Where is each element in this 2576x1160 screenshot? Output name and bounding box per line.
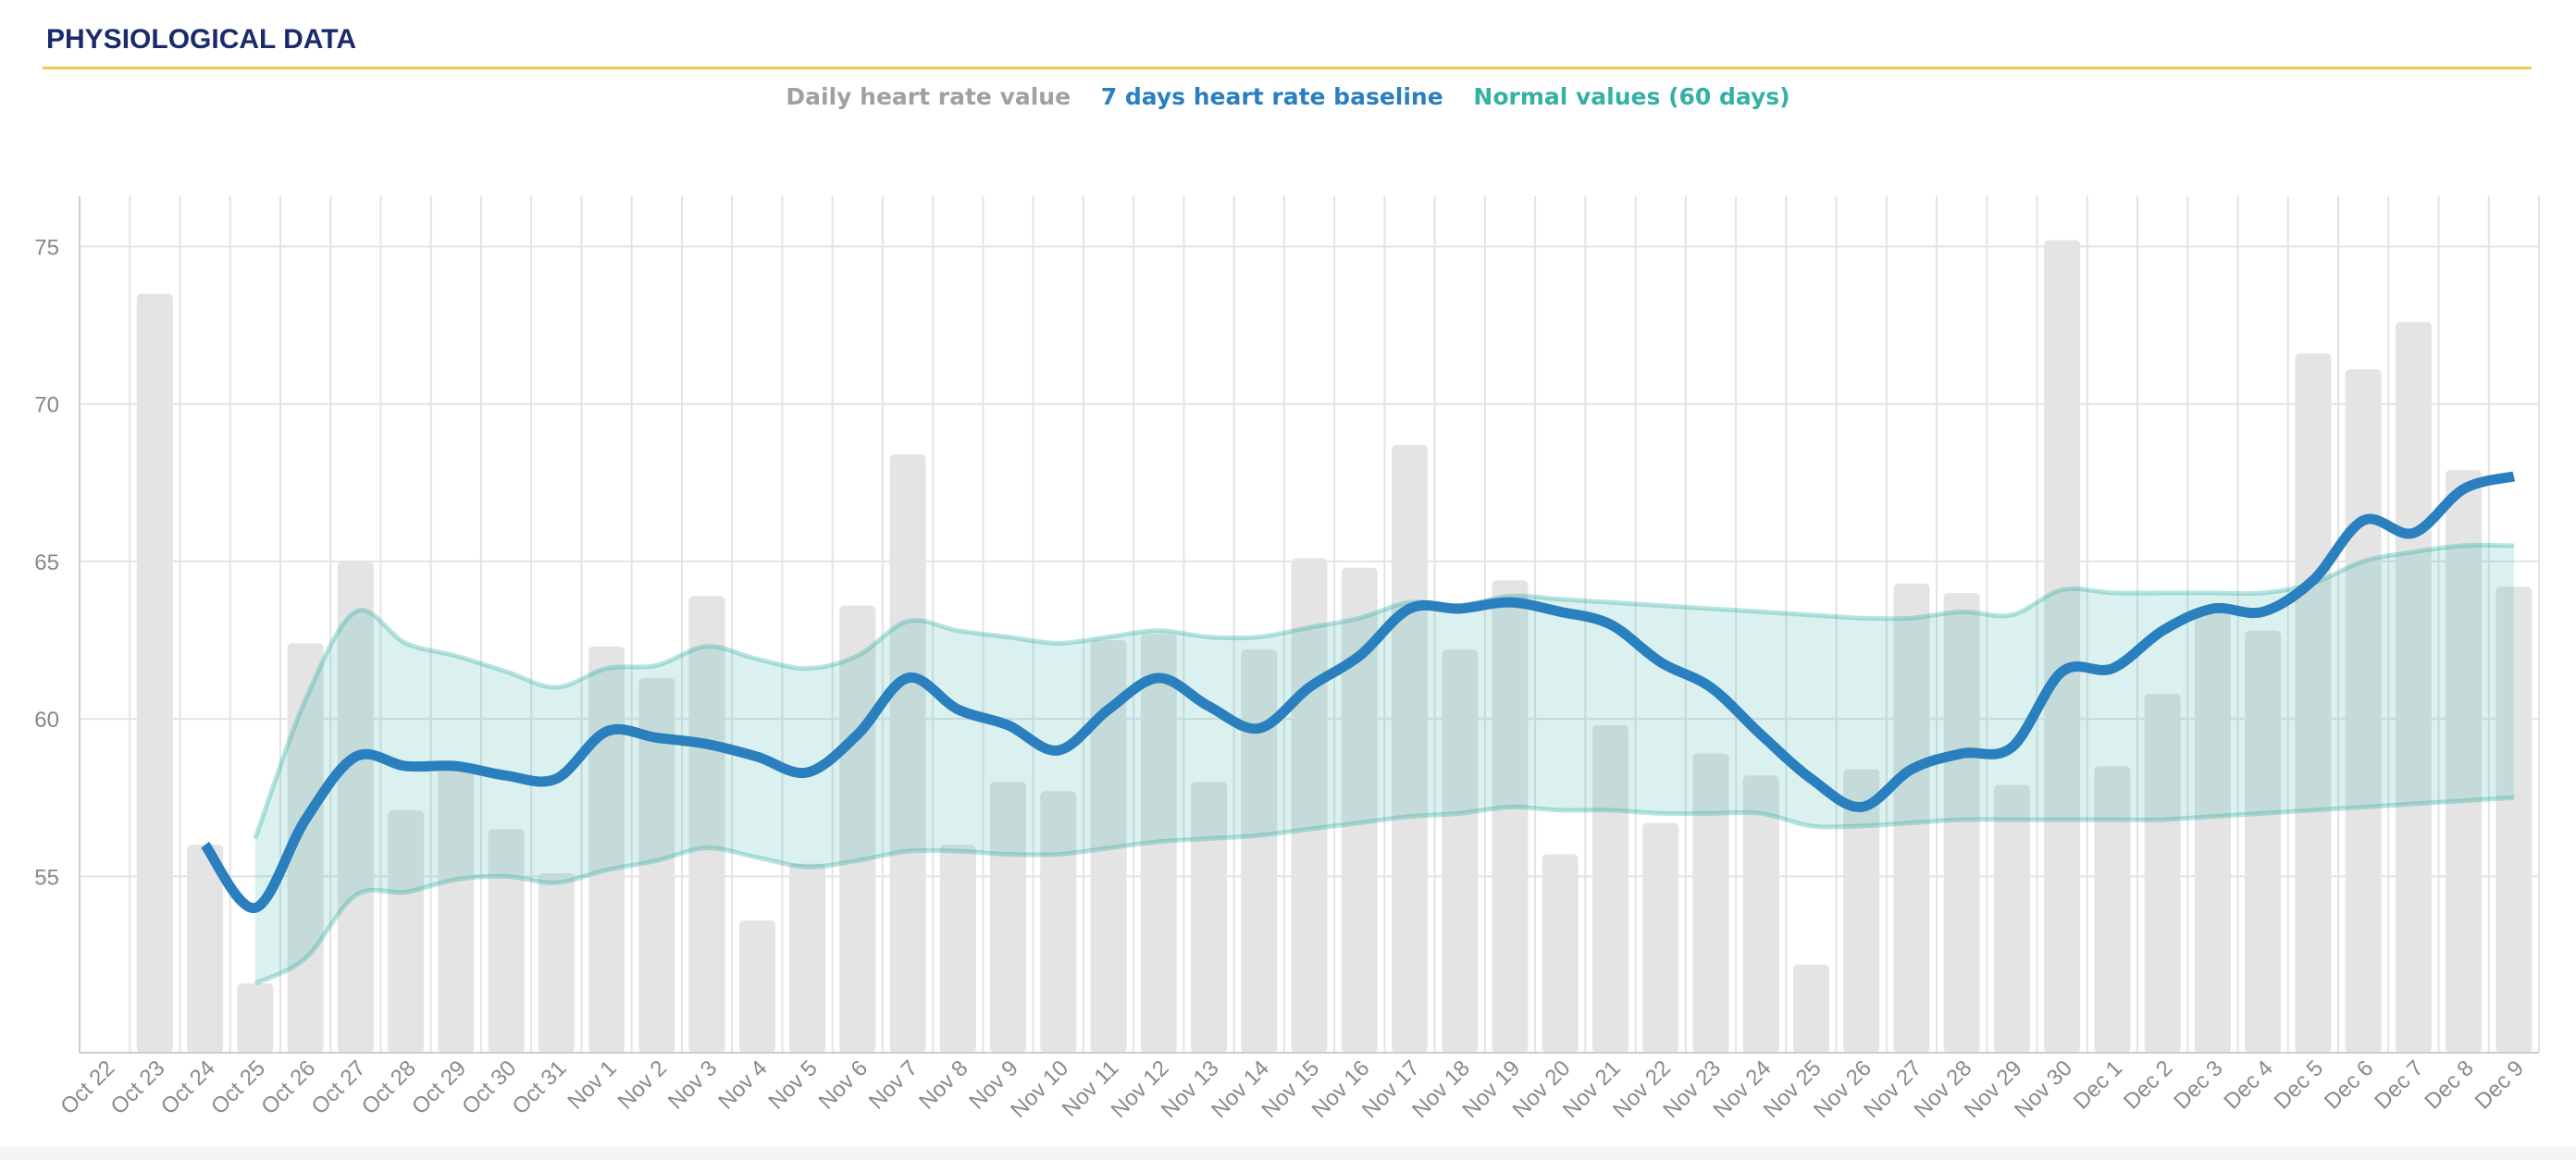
x-tick-label: Oct 25 [206, 1055, 270, 1119]
y-tick-label: 75 [34, 235, 59, 260]
bar [1391, 444, 1429, 1054]
y-tick-label: 70 [34, 393, 59, 418]
bar [237, 983, 274, 1053]
bar [2295, 353, 2332, 1053]
bar [789, 863, 826, 1053]
x-tick-label: Dec 2 [2119, 1055, 2177, 1114]
bar [638, 677, 675, 1053]
bar [688, 596, 725, 1053]
bar [1692, 753, 1729, 1053]
page-title: PHYSIOLOGICAL DATA [46, 24, 357, 55]
normal-range-lower-line [254, 795, 2515, 986]
bar [438, 762, 475, 1053]
x-tick-label: Nov 5 [763, 1055, 822, 1114]
bar [1341, 567, 1378, 1053]
y-tick-label: 65 [34, 550, 59, 575]
bar [488, 829, 525, 1053]
bar [889, 454, 926, 1054]
bar [187, 845, 224, 1053]
bar [1893, 583, 1930, 1053]
bar [2345, 369, 2382, 1053]
x-tick-label: Dec 9 [2471, 1055, 2529, 1114]
x-tick-label: Dec 3 [2169, 1055, 2227, 1114]
y-tick-label: 60 [34, 708, 59, 733]
x-tick-label: Nov 4 [713, 1055, 772, 1114]
legend-item-daily[interactable]: Daily heart rate value [786, 83, 1071, 110]
legend-item-normal[interactable]: Normal values (60 days) [1473, 83, 1790, 110]
x-tick-label: Dec 8 [2420, 1055, 2478, 1114]
bar [990, 782, 1027, 1053]
bar [2194, 611, 2231, 1053]
bar [1792, 964, 1829, 1053]
x-tick-label: Oct 22 [56, 1055, 119, 1119]
bar [1190, 782, 1228, 1053]
bar [2395, 322, 2432, 1053]
bar [2094, 766, 2131, 1053]
x-tick-label: Nov 8 [914, 1055, 972, 1114]
x-tick-label: Dec 5 [2270, 1055, 2328, 1114]
bar [1442, 649, 1479, 1053]
baseline-line [201, 471, 2516, 913]
x-tick-label: Nov 30 [2010, 1055, 2077, 1123]
x-tick-label: Oct 27 [307, 1055, 371, 1119]
bar [2044, 240, 2081, 1054]
bottom-strip [0, 1147, 2576, 1160]
bar [1642, 822, 1679, 1053]
bar [1843, 769, 1880, 1053]
bar [1040, 791, 1077, 1053]
bar [1993, 784, 2030, 1053]
bar [939, 845, 976, 1053]
bar [337, 561, 374, 1053]
bar [1542, 854, 1579, 1053]
bar [287, 643, 324, 1053]
x-tick-label: Oct 24 [156, 1055, 220, 1119]
legend-item-baseline[interactable]: 7 days heart rate baseline [1100, 83, 1443, 110]
chart-legend: Daily heart rate value 7 days heart rate… [0, 83, 2576, 110]
bar [1591, 724, 1629, 1053]
bar [1140, 634, 1177, 1053]
bar [1742, 775, 1779, 1053]
section-header: PHYSIOLOGICAL DATA [43, 19, 2532, 69]
x-tick-label: Oct 23 [106, 1055, 170, 1119]
x-tick-label: Nov 2 [613, 1055, 672, 1114]
bar [1241, 649, 1278, 1053]
bar [538, 872, 575, 1053]
x-tick-label: Oct 30 [457, 1055, 521, 1119]
x-tick-label: Oct 26 [256, 1055, 320, 1119]
bar [136, 293, 173, 1054]
bar [738, 920, 775, 1053]
bar [1090, 640, 1127, 1053]
bar [588, 646, 625, 1053]
bar [1943, 592, 1980, 1053]
x-tick-label: Nov 10 [1006, 1055, 1073, 1123]
bar [2245, 630, 2282, 1053]
x-tick-label: Nov 7 [864, 1055, 923, 1114]
x-tick-label: Nov 3 [663, 1055, 722, 1114]
y-tick-label: 55 [34, 865, 59, 890]
x-tick-label: Oct 28 [357, 1055, 421, 1119]
x-tick-label: Dec 6 [2320, 1055, 2378, 1114]
x-tick-label: Dec 4 [2219, 1055, 2277, 1114]
bar [1492, 580, 1529, 1053]
x-tick-label: Nov 1 [563, 1055, 621, 1114]
x-tick-label: Nov 6 [814, 1055, 873, 1114]
bar [388, 809, 425, 1053]
bar [2446, 470, 2483, 1053]
normal-range-upper-line [253, 542, 2514, 840]
x-tick-label: Dec 7 [2370, 1055, 2428, 1114]
x-tick-label: Oct 29 [407, 1055, 471, 1119]
normal-range-band [254, 545, 2514, 984]
bar [2144, 693, 2181, 1053]
x-tick-label: Oct 31 [507, 1055, 571, 1119]
x-tick-label: Dec 1 [2069, 1055, 2127, 1114]
bar [2496, 586, 2533, 1053]
